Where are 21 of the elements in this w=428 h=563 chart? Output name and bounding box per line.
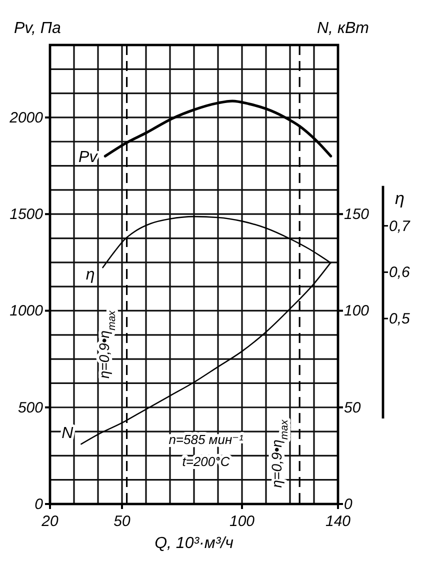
series-label: η: [86, 266, 95, 284]
x-tick-label: 20: [40, 513, 59, 530]
y3-tick-label: 0,5: [389, 310, 411, 328]
y3-tick-label: 0,7: [389, 218, 411, 235]
x-tick-label: 140: [325, 513, 352, 530]
y-tick-label: 1500: [10, 206, 44, 224]
y-tick-label: 500: [18, 399, 44, 416]
y2-tick-label: 0: [344, 496, 353, 513]
y-tick-label: 1000: [10, 302, 44, 320]
y3-axis-title: η: [395, 188, 404, 208]
x-tick-label: 50: [114, 513, 131, 530]
y-axis-title: Pv, Па: [14, 20, 61, 37]
y3-tick-label: 0,6: [389, 264, 411, 282]
y2-tick-label: 150: [344, 206, 370, 224]
y2-axis-title: N, кВт: [317, 20, 369, 37]
y2-tick-label: 50: [344, 399, 362, 416]
y-tick-label: 2000: [8, 109, 44, 126]
x-tick-label: 100: [229, 513, 256, 530]
x-axis-title: Q, 10³·м³/ч: [154, 535, 234, 552]
y2-tick-label: 100: [344, 302, 370, 320]
y-tick-label: 0: [34, 496, 44, 513]
